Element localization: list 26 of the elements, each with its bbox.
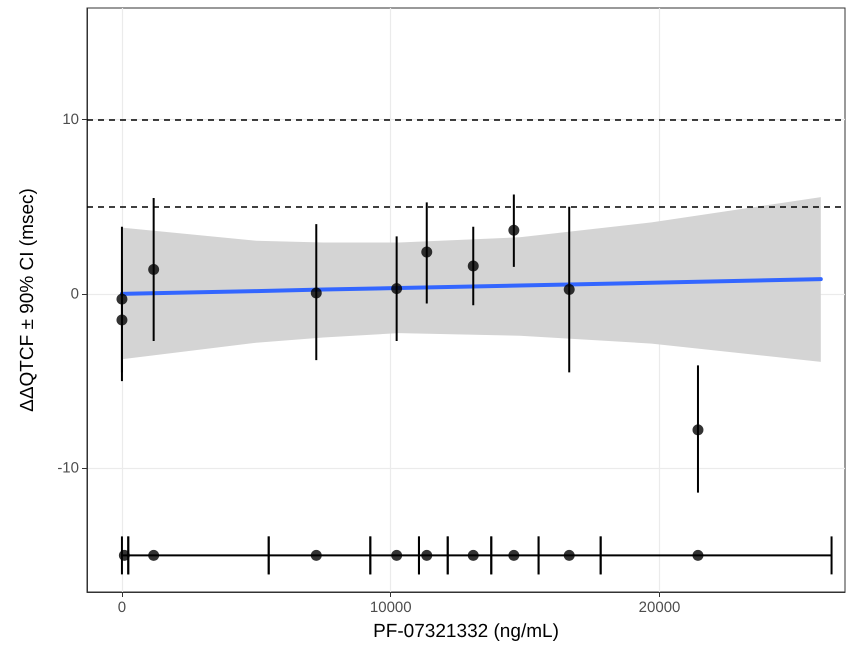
point	[508, 550, 520, 561]
y-tick-label: 10	[62, 111, 79, 128]
point	[692, 424, 704, 436]
x-axis-title: PF-07321332 (ng/mL)	[373, 621, 559, 642]
point	[116, 314, 128, 326]
point	[564, 550, 575, 561]
x-tick-label: 0	[118, 599, 126, 616]
point	[468, 550, 479, 561]
point	[421, 246, 432, 258]
point	[421, 550, 432, 561]
x-tick-label: 10000	[370, 599, 412, 616]
y-tick-label: 0	[70, 285, 79, 302]
y-axis-title: ΔΔQTCF ± 90% CI (msec)	[17, 188, 38, 412]
point	[310, 550, 322, 561]
point	[468, 260, 479, 272]
point	[148, 550, 160, 561]
point	[148, 264, 160, 275]
x-tick-label: 20000	[638, 599, 680, 616]
point	[391, 283, 402, 294]
point	[508, 224, 520, 236]
point	[310, 288, 322, 299]
y-tick-label: -10	[57, 460, 79, 477]
point	[391, 550, 402, 561]
point	[692, 550, 704, 561]
point	[116, 294, 128, 305]
point	[564, 284, 575, 296]
